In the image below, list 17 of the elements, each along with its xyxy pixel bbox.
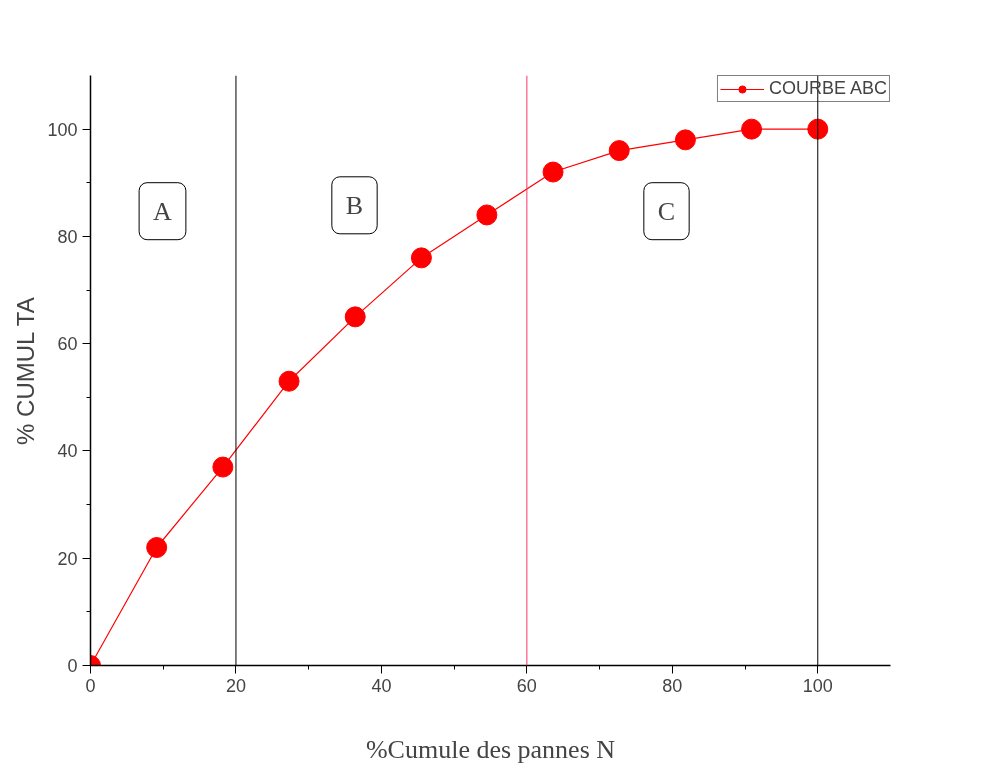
y-axis-title: % CUMUL TA <box>12 297 40 445</box>
x-tick-label: 20 <box>225 675 246 696</box>
x-tick-label: 100 <box>802 675 833 696</box>
y-tick-label: 100 <box>47 119 78 140</box>
y-tick-label: 40 <box>57 441 78 462</box>
y-tick-label: 20 <box>57 548 78 569</box>
y-tick-label: 80 <box>57 226 78 247</box>
y-tick-label: 60 <box>57 334 78 355</box>
x-tick-label: 60 <box>516 675 537 696</box>
x-axis-title: %Cumule des pannes N <box>365 734 616 764</box>
annotation: C <box>657 196 676 226</box>
annotation: B <box>345 190 364 220</box>
x-tick-label: 40 <box>371 675 392 696</box>
x-tick-label: 80 <box>662 675 683 696</box>
x-tick-label: 0 <box>85 675 96 696</box>
y-tick-label: 0 <box>67 656 78 676</box>
annotation: A <box>153 196 173 226</box>
